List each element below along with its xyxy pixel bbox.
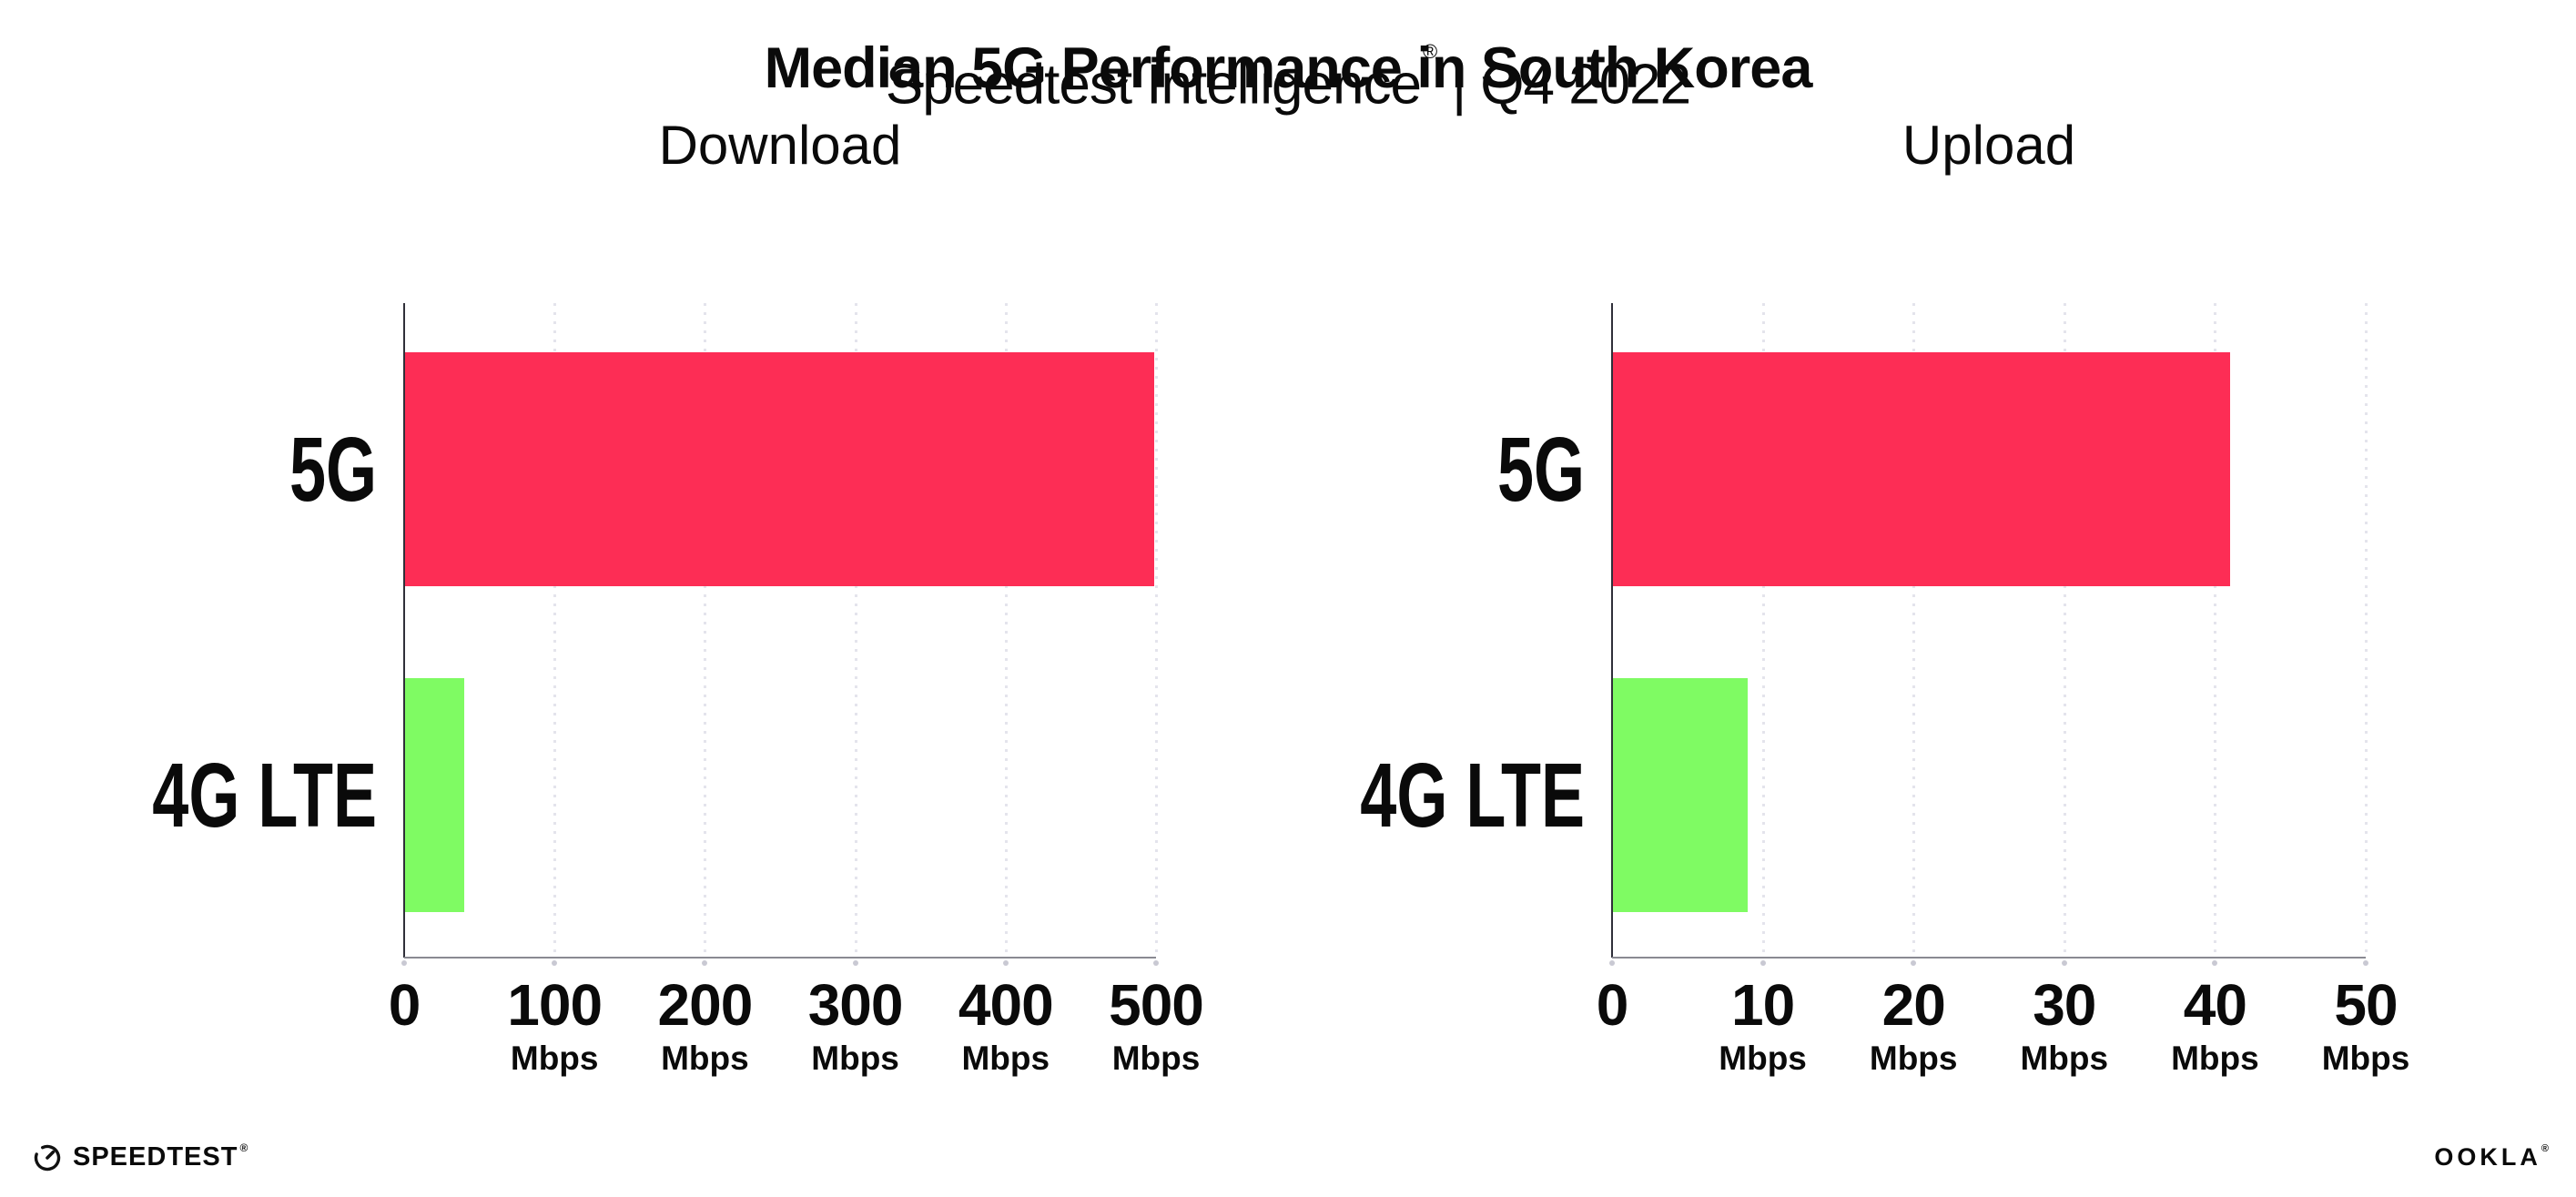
tick-mark-100 bbox=[552, 960, 558, 966]
x-tick-unit: Mbps bbox=[2020, 1040, 2109, 1077]
x-tick-label-50: 50 Mbps bbox=[2257, 974, 2475, 1078]
tick-mark-500 bbox=[1153, 960, 1159, 966]
download-bar-5g bbox=[404, 352, 1155, 586]
subtitle-brand: Speedtest Intelligence bbox=[885, 53, 1422, 117]
x-tick-value: 50 bbox=[2334, 972, 2398, 1038]
x-tick-value: 40 bbox=[2183, 972, 2247, 1038]
download-gridlines bbox=[404, 303, 1158, 958]
gridline-30 bbox=[2063, 303, 2066, 958]
tick-mark-200 bbox=[702, 960, 708, 966]
x-tick-unit: Mbps bbox=[2171, 1040, 2259, 1077]
category-label-4g-lte: 4G LTE bbox=[152, 745, 377, 847]
upload-bar-4g-lte bbox=[1612, 678, 1749, 912]
x-tick-value: 30 bbox=[2033, 972, 2096, 1038]
page-subtitle: Speedtest Intelligence® | Q4 2022 bbox=[0, 40, 2576, 117]
tick-mark-20 bbox=[1911, 960, 1917, 966]
upload-chart-title: Upload bbox=[1902, 115, 2076, 176]
x-tick-label-300: 300 Mbps bbox=[746, 974, 965, 1078]
download-x-axis-ticks: 0 100 Mbps 200 Mbps 300 Mbps 400 Mbps 500 Mbps bbox=[389, 974, 1204, 1111]
x-tick-label-20: 20 Mbps bbox=[1804, 974, 2023, 1078]
tick-mark-10 bbox=[1760, 960, 1766, 966]
category-label-5g: 5G bbox=[289, 419, 377, 521]
ookla-logo: OOKLA ® bbox=[2434, 1138, 2549, 1176]
download-chart: Download 5G 4G LTE 0 100 Mbps 200 Mbps 300 Mbp… bbox=[152, 0, 1204, 1197]
download-y-axis-line bbox=[403, 303, 405, 958]
x-tick-unit: Mbps bbox=[510, 1040, 599, 1077]
speedtest-logo: SPEEDTEST ® bbox=[33, 1135, 248, 1179]
x-tick-unit: Mbps bbox=[2321, 1040, 2410, 1077]
x-tick-label-500: 500 Mbps bbox=[1047, 974, 1265, 1078]
gridline-300 bbox=[854, 303, 857, 958]
x-tick-value: 100 bbox=[507, 972, 603, 1038]
tick-mark-0 bbox=[1609, 960, 1615, 966]
x-tick-label-200: 200 Mbps bbox=[595, 974, 814, 1078]
upload-gridlines bbox=[1612, 303, 2368, 958]
x-tick-unit: Mbps bbox=[811, 1040, 899, 1077]
gridline-100 bbox=[553, 303, 557, 958]
x-tick-value: 400 bbox=[958, 972, 1054, 1038]
x-tick-label-100: 100 Mbps bbox=[445, 974, 664, 1078]
x-tick-value: 500 bbox=[1109, 972, 1204, 1038]
subtitle-divider: | bbox=[1452, 53, 1466, 117]
gridline-40 bbox=[2214, 303, 2217, 958]
upload-bar-5g bbox=[1612, 352, 2230, 586]
download-plot-area bbox=[401, 303, 1159, 966]
gridline-50 bbox=[2365, 303, 2368, 958]
category-label-4g-lte: 4G LTE bbox=[1360, 745, 1585, 847]
upload-y-axis-line bbox=[1611, 303, 1613, 958]
x-tick-label-10: 10 Mbps bbox=[1654, 974, 1872, 1078]
x-tick-value: 0 bbox=[388, 972, 421, 1038]
category-label-5g: 5G bbox=[1496, 419, 1585, 521]
tick-mark-50 bbox=[2363, 960, 2368, 966]
x-tick-unit: Mbps bbox=[1719, 1040, 1807, 1077]
x-tick-value: 0 bbox=[1596, 972, 1629, 1038]
tick-mark-400 bbox=[1002, 960, 1009, 966]
x-tick-value: 20 bbox=[1881, 972, 1946, 1038]
upload-chart: Upload 5G 4G LTE 0 10 Mbps 20 Mbps 30 Mbps 40 Mb… bbox=[1360, 0, 2410, 1197]
speedtest-registered-icon: ® bbox=[239, 1141, 248, 1154]
x-tick-label-0: 0 bbox=[295, 974, 513, 1036]
speedtest-wordmark: SPEEDTEST bbox=[73, 1141, 238, 1172]
registered-trademark-icon: ® bbox=[1422, 40, 1438, 63]
ookla-wordmark: OOKLA bbox=[2434, 1142, 2541, 1171]
upload-x-axis-line bbox=[1612, 957, 2366, 959]
x-tick-unit: Mbps bbox=[961, 1040, 1050, 1077]
gridline-500 bbox=[1155, 303, 1158, 958]
x-tick-value: 10 bbox=[1731, 972, 1795, 1038]
ookla-registered-icon: ® bbox=[2541, 1143, 2549, 1154]
x-tick-unit: Mbps bbox=[661, 1040, 749, 1077]
x-tick-label-40: 40 Mbps bbox=[2105, 974, 2324, 1078]
x-tick-value: 200 bbox=[657, 972, 754, 1038]
x-tick-unit: Mbps bbox=[1111, 1040, 1201, 1077]
gridline-10 bbox=[1761, 303, 1765, 958]
download-bar-4g-lte bbox=[404, 678, 465, 912]
upload-plot-area bbox=[1609, 303, 2368, 966]
x-tick-value: 300 bbox=[807, 972, 904, 1038]
x-tick-unit: Mbps bbox=[1869, 1040, 1958, 1077]
download-chart-title: Download bbox=[658, 115, 902, 176]
gridline-20 bbox=[1912, 303, 1916, 958]
upload-x-axis-ticks: 0 10 Mbps 20 Mbps 30 Mbps 40 Mbps 50 Mbps bbox=[1597, 974, 2410, 1111]
x-tick-label-400: 400 Mbps bbox=[897, 974, 1115, 1078]
gridline-400 bbox=[1004, 303, 1008, 958]
tick-mark-30 bbox=[2061, 960, 2067, 966]
x-tick-label-30: 30 Mbps bbox=[1955, 974, 2174, 1078]
download-x-axis-line bbox=[404, 957, 1156, 959]
tick-mark-40 bbox=[2212, 960, 2218, 966]
page-title: Median 5G Performance in South Korea bbox=[764, 36, 1813, 101]
subtitle-period: Q4 2022 bbox=[1480, 53, 1691, 117]
tick-mark-300 bbox=[852, 960, 858, 966]
x-tick-label-0: 0 bbox=[1503, 974, 1721, 1036]
gridline-200 bbox=[704, 303, 707, 958]
tick-mark-0 bbox=[401, 960, 407, 966]
speedtest-gauge-icon bbox=[34, 1144, 61, 1172]
